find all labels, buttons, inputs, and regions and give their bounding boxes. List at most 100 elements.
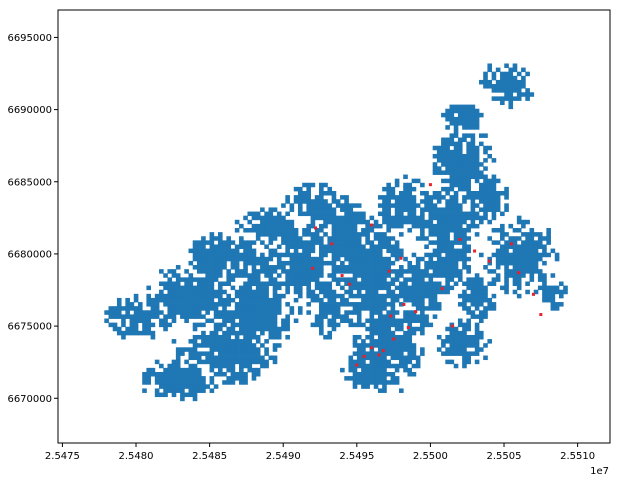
raster-cell [133, 293, 139, 299]
raster-cell [474, 347, 480, 352]
raster-cell [302, 228, 307, 233]
raster-cell [457, 203, 463, 208]
raster-cell [361, 260, 366, 266]
raster-cell [314, 293, 320, 299]
raster-cell [516, 248, 522, 254]
raster-cell [209, 297, 215, 303]
raster-cell [222, 322, 227, 328]
raster-cell [365, 289, 370, 295]
raster-cell [382, 371, 387, 377]
raster-cell [352, 265, 358, 270]
raster-cell [478, 215, 484, 221]
raster-cell [184, 289, 189, 295]
y-tick-label: 6675000 [7, 322, 52, 333]
raster-cell [323, 219, 328, 225]
raster-cell [146, 330, 152, 336]
raster-cell [146, 326, 152, 332]
raster-cell [335, 269, 341, 274]
raster-cell [293, 244, 299, 249]
raster-cell [159, 318, 164, 324]
raster-cell [201, 281, 206, 286]
raster-cell [512, 244, 518, 249]
raster-cell [411, 195, 417, 200]
raster-cell [243, 293, 248, 299]
raster-cell [293, 265, 299, 270]
raster-cell [289, 207, 295, 212]
raster-cell [394, 277, 400, 282]
raster-cell [175, 384, 181, 389]
raster-cell [297, 211, 303, 217]
raster-cell [403, 363, 408, 369]
raster-cell [255, 223, 261, 229]
raster-cell [525, 244, 530, 249]
raster-cell [213, 273, 219, 278]
raster-cell [394, 322, 400, 328]
raster-cell [441, 223, 446, 229]
raster-cell [281, 281, 286, 286]
raster-cell [373, 244, 379, 249]
raster-cell [478, 285, 484, 291]
raster-cell [180, 384, 185, 389]
raster-cell [243, 343, 248, 348]
raster-cell [116, 310, 122, 315]
raster-cell [125, 306, 130, 311]
raster-cell [230, 347, 236, 352]
raster-cell [407, 277, 413, 282]
raster-cell [462, 121, 467, 126]
raster-cell [470, 351, 476, 356]
raster-cell [516, 256, 522, 262]
raster-cell [483, 178, 488, 184]
raster-cell [445, 277, 450, 282]
raster-cell [449, 199, 455, 204]
raster-cell [319, 203, 324, 208]
raster-cell [466, 108, 471, 114]
raster-cell [352, 322, 358, 328]
raster-cell [365, 260, 370, 266]
raster-cell [264, 223, 269, 229]
raster-cell [121, 314, 126, 319]
raster-cell [226, 256, 232, 262]
raster-cell [327, 207, 333, 212]
raster-cell [163, 281, 168, 286]
raster-cell [180, 306, 185, 311]
raster-cell [340, 240, 345, 245]
raster-cell [428, 211, 434, 217]
raster-cell [441, 289, 446, 295]
raster-cell [470, 121, 476, 126]
raster-cell [415, 236, 421, 241]
raster-cell [163, 314, 168, 319]
raster-cell [369, 269, 375, 274]
raster-cell [445, 265, 450, 270]
raster-cell [180, 293, 185, 299]
raster-cell [264, 273, 269, 278]
raster-cell [226, 240, 232, 245]
raster-cell [167, 277, 173, 282]
raster-cell [373, 232, 379, 237]
raster-cell [512, 240, 518, 245]
raster-cell [386, 248, 391, 254]
raster-cell [508, 100, 514, 106]
raster-cell [462, 355, 467, 361]
raster-cell [243, 215, 248, 221]
raster-cell [209, 252, 215, 258]
x-tick-label: 2.5485 [192, 451, 227, 462]
raster-cell [255, 285, 261, 291]
raster-cell [171, 306, 177, 311]
raster-cell [260, 330, 265, 336]
raster-cell [281, 260, 286, 266]
raster-cell [491, 178, 497, 184]
raster-cell [508, 104, 514, 110]
raster-cell [457, 330, 463, 336]
raster-cell [344, 289, 349, 295]
raster-cell [352, 293, 358, 299]
raster-cell [420, 310, 425, 315]
raster-cell [399, 203, 404, 208]
raster-cell [205, 252, 210, 258]
raster-cell [222, 302, 227, 307]
raster-cell [293, 240, 299, 245]
raster-cell [352, 232, 358, 237]
raster-cell [137, 330, 143, 336]
raster-cell [483, 75, 488, 81]
raster-cell [163, 376, 168, 381]
raster-cell [483, 211, 488, 217]
